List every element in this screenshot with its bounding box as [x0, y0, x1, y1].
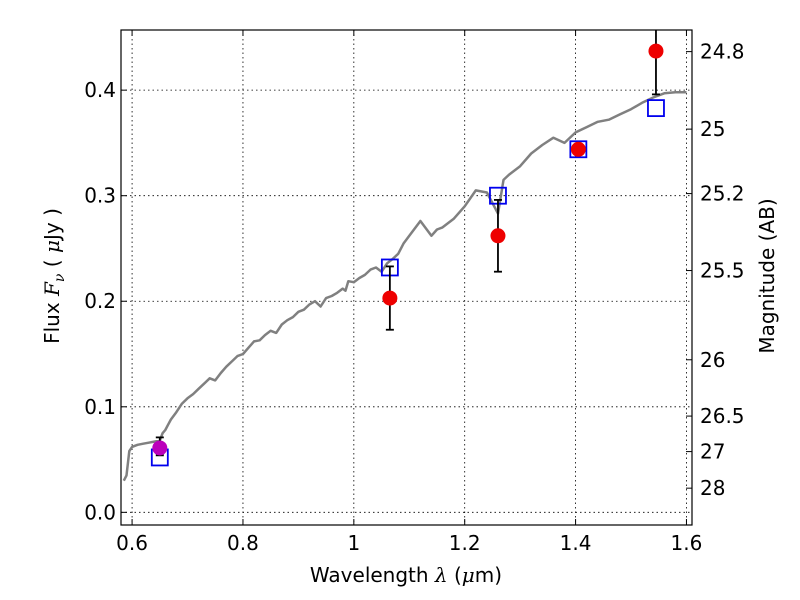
y2-tick-label: 25.2: [700, 182, 745, 206]
y2-tick-label: 28: [700, 476, 725, 500]
y2-tick-label: 27: [700, 440, 725, 464]
axis-ticks: 0.6 0.8 1 1.2 1.4 1.6 0.0 0.1 0.2 0.3 0.4 24.8 25 25.…: [84, 30, 745, 555]
y2-axis-label: Magnitude (AB): [755, 198, 779, 353]
y2-tick-label: 25.5: [700, 259, 745, 283]
y-tick-label: 0.4: [84, 78, 116, 102]
observed-flux-point: [152, 440, 168, 456]
x-tick-label: 0.6: [116, 531, 148, 555]
plot-area: [122, 30, 687, 482]
y2-tick-label: 24.8: [700, 40, 745, 64]
x-tick-label: 1.4: [560, 531, 592, 555]
model-spectrum-line: [122, 91, 687, 482]
model-photometry-square: [647, 99, 665, 118]
x-tick-label: 1.2: [449, 531, 481, 555]
observed-flux-point: [490, 228, 506, 244]
y-tick-label: 0.1: [84, 395, 116, 419]
y2-tick-label: 26.5: [700, 404, 745, 428]
y-tick-label: 0.3: [84, 184, 116, 208]
x-axis-label: Wavelength λ (μm): [310, 563, 502, 587]
x-tick-label: 1: [347, 531, 360, 555]
observed-flux-point: [570, 141, 586, 157]
grid: [121, 30, 692, 525]
observed-flux-point: [382, 290, 398, 306]
y2-tick-label: 26: [700, 348, 725, 372]
y-tick-label: 0.2: [84, 289, 116, 313]
model-photometry-square: [569, 140, 588, 159]
x-tick-label: 1.6: [671, 531, 703, 555]
x-tick-label: 0.8: [227, 531, 259, 555]
y-tick-label: 0.0: [84, 500, 116, 524]
observed-flux-point: [648, 43, 664, 59]
plot-frame: [120, 29, 693, 526]
y2-tick-label: 25: [700, 117, 725, 141]
y-axis-label: Flux Fν ( μJy ): [40, 208, 68, 344]
